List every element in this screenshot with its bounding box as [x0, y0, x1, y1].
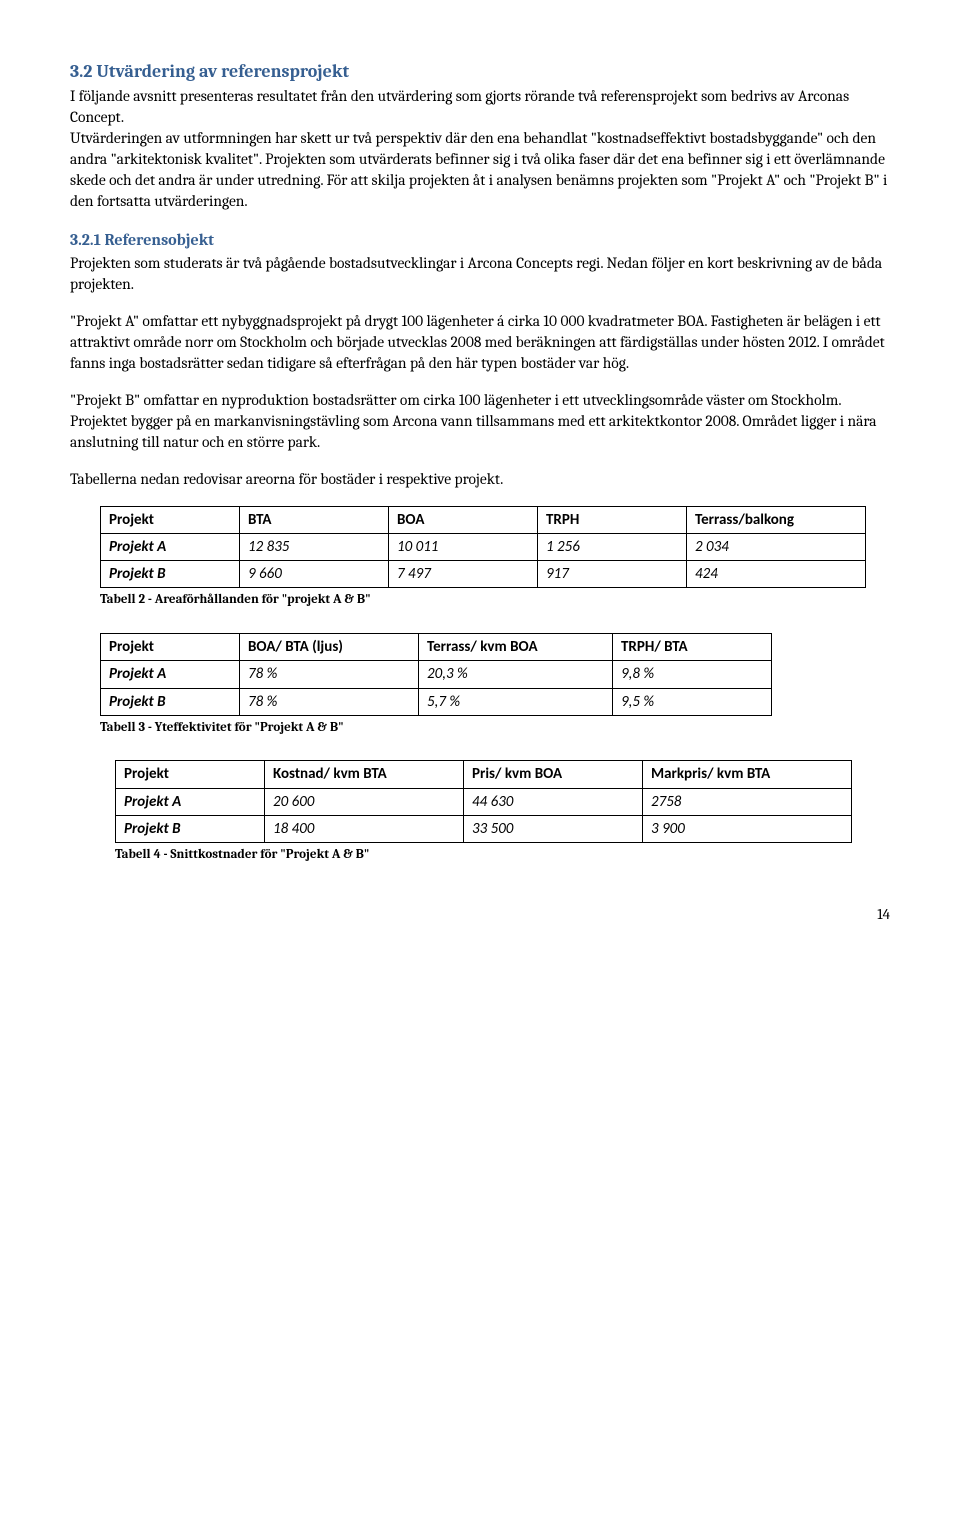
cell: 3 900 [643, 815, 852, 842]
col-header: Projekt [101, 634, 240, 661]
cell: 5,7 % [419, 688, 613, 715]
cell: 2 034 [687, 533, 866, 560]
heading-3-2-1: 3.2.1 Referensobjekt [70, 230, 890, 252]
cell: 9,5 % [613, 688, 772, 715]
col-header: BOA [389, 506, 538, 533]
cell: 18 400 [265, 815, 464, 842]
para-3-2-p2: Utvärderingen av utformningen har skett … [70, 129, 887, 210]
para-3-2-1-p1: Projekten som studerats är två pågående … [70, 253, 890, 295]
para-3-2-p1: I följande avsnitt presenteras resultate… [70, 87, 849, 126]
col-header: Markpris/ kvm BTA [643, 761, 852, 788]
table-costs: Projekt Kostnad/ kvm BTA Pris/ kvm BOA M… [115, 760, 852, 843]
table-efficiency: Projekt BOA/ BTA (ljus) Terrass/ kvm BOA… [100, 633, 772, 716]
table-row: Projekt BOA/ BTA (ljus) Terrass/ kvm BOA… [101, 634, 772, 661]
table-row: Projekt A 12 835 10 011 1 256 2 034 [101, 533, 866, 560]
table-caption-2: Tabell 2 - Areaförhållanden för "projekt… [100, 591, 890, 609]
table-row: Projekt Kostnad/ kvm BTA Pris/ kvm BOA M… [116, 761, 852, 788]
cell: 2758 [643, 788, 852, 815]
table-row: Projekt B 78 % 5,7 % 9,5 % [101, 688, 772, 715]
cell: 9,8 % [613, 661, 772, 688]
table-row: Projekt B 18 400 33 500 3 900 [116, 815, 852, 842]
col-header: Terrass/ kvm BOA [419, 634, 613, 661]
cell: 20 600 [265, 788, 464, 815]
row-header: Projekt A [101, 661, 240, 688]
cell: 20,3 % [419, 661, 613, 688]
table-row: Projekt B 9 660 7 497 917 424 [101, 561, 866, 588]
row-header: Projekt B [101, 688, 240, 715]
table-row: Projekt A 78 % 20,3 % 9,8 % [101, 661, 772, 688]
table-row: Projekt BTA BOA TRPH Terrass/balkong [101, 506, 866, 533]
col-header: BTA [240, 506, 389, 533]
para-3-2-intro: I följande avsnitt presenteras resultate… [70, 86, 890, 212]
col-header: Projekt [101, 506, 240, 533]
para-3-2-1-p3: "Projekt B" omfattar en nyproduktion bos… [70, 390, 890, 453]
cell: 1 256 [538, 533, 687, 560]
cell: 33 500 [464, 815, 643, 842]
cell: 78 % [240, 688, 419, 715]
cell: 44 630 [464, 788, 643, 815]
row-header: Projekt B [101, 561, 240, 588]
col-header: TRPH [538, 506, 687, 533]
cell: 9 660 [240, 561, 389, 588]
cell: 12 835 [240, 533, 389, 560]
cell: 10 011 [389, 533, 538, 560]
col-header: Kostnad/ kvm BTA [265, 761, 464, 788]
col-header: Projekt [116, 761, 265, 788]
para-3-2-1-p4: Tabellerna nedan redovisar areorna för b… [70, 469, 890, 490]
col-header: TRPH/ BTA [613, 634, 772, 661]
col-header: Terrass/balkong [687, 506, 866, 533]
cell: 7 497 [389, 561, 538, 588]
para-3-2-1-p2: "Projekt A" omfattar ett nybyggnadsproje… [70, 311, 890, 374]
table-caption-3: Tabell 3 - Yteffektivitet för "Projekt A… [100, 719, 890, 737]
col-header: BOA/ BTA (ljus) [240, 634, 419, 661]
row-header: Projekt A [116, 788, 265, 815]
col-header: Pris/ kvm BOA [464, 761, 643, 788]
page-number: 14 [70, 904, 890, 924]
cell: 424 [687, 561, 866, 588]
table-row: Projekt A 20 600 44 630 2758 [116, 788, 852, 815]
cell: 917 [538, 561, 687, 588]
row-header: Projekt A [101, 533, 240, 560]
heading-3-2: 3.2 Utvärdering av referensprojekt [70, 60, 890, 84]
table-caption-4: Tabell 4 - Snittkostnader för "Projekt A… [115, 846, 890, 864]
row-header: Projekt B [116, 815, 265, 842]
table-area: Projekt BTA BOA TRPH Terrass/balkong Pro… [100, 506, 866, 589]
cell: 78 % [240, 661, 419, 688]
